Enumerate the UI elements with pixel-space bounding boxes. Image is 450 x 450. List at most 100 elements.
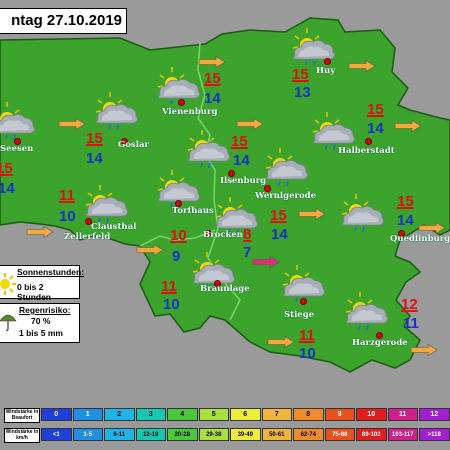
kmh-cell: >118 — [419, 428, 450, 441]
town-marker — [214, 280, 221, 287]
sun-cloud-rain-icon — [78, 183, 130, 224]
kmh-cell: <1 — [41, 428, 72, 441]
temp-max-goslar: 15 — [86, 130, 103, 147]
place-name-goslar: Goslar — [118, 140, 149, 150]
temp-max-wernigerode: 15 — [270, 207, 287, 224]
temp-min-brocken: 7 — [243, 244, 252, 261]
temp-min-harzgerode: 11 — [403, 315, 419, 332]
place-name-halberstadt: Halberstadt — [338, 146, 395, 156]
sunshine-legend: Sonnenstunden: 0 bis 2 Stunden — [0, 265, 84, 302]
wind-arrow-icon — [198, 56, 226, 68]
temp-min-clausthal: 10 — [59, 208, 76, 225]
temp-max-quedlinburg: 15 — [397, 193, 414, 210]
place-name-clausthal: Clausthal Zellerfeld — [64, 222, 137, 242]
town-marker — [398, 230, 405, 237]
kmh-cell: 103-117 — [387, 428, 418, 441]
rain-amount: 1 bis 5 mm — [19, 328, 63, 338]
umbrella-icon — [0, 314, 17, 331]
sun-cloud-rain-icon — [150, 168, 202, 209]
temp-max-seesen: 15 — [0, 160, 13, 177]
temp-min-halberstadt: 14 — [367, 120, 384, 137]
wind-arrow-icon — [410, 344, 438, 356]
beaufort-cell: 11 — [387, 408, 418, 421]
kmh-cell: 39-49 — [230, 428, 261, 441]
sun-cloud-rain-icon — [275, 263, 327, 304]
place-name-stiege: Stiege — [284, 310, 315, 320]
kmh-label: Windstärke in km/h — [4, 428, 40, 443]
forecast-title: ntag 27.10.2019 — [0, 8, 127, 34]
place-name-quedlinburg: Quedlinburg — [390, 234, 450, 244]
temp-min-vienenburg: 14 — [204, 90, 221, 107]
kmh-cell: 20-28 — [167, 428, 198, 441]
beaufort-cell: 7 — [261, 408, 292, 421]
temp-max-braunlage: 11 — [161, 278, 177, 295]
beaufort-cell: 5 — [198, 408, 229, 421]
place-name-vienenburg: Vienenburg — [162, 107, 218, 117]
wind-arrow-icon — [252, 256, 280, 268]
wind-scale-legend: Windstärke in Beaufort 0 1 2 3 4 5 6 7 8 9 10 11 12 … — [4, 404, 450, 446]
wind-arrow-icon — [348, 60, 376, 72]
wind-arrow-icon — [236, 118, 264, 130]
beaufort-cell: 9 — [324, 408, 355, 421]
sun-cloud-rain-icon — [208, 195, 260, 236]
temp-min-ilsenburg: 14 — [233, 152, 250, 169]
kmh-cell: 12-19 — [135, 428, 166, 441]
sunshine-label: Sonnenstunden: — [17, 267, 85, 277]
beaufort-cell: 3 — [135, 408, 166, 421]
state-border — [139, 229, 216, 247]
temp-max-torfhaus: 10 — [170, 227, 187, 244]
town-marker — [376, 332, 383, 339]
place-name-brocken: Brocken — [203, 230, 243, 240]
town-marker — [14, 138, 21, 145]
temp-max-clausthal: 11 — [59, 187, 75, 204]
temp-min-huy: 13 — [294, 84, 311, 101]
place-name-braunlage: Braunlage — [200, 284, 250, 294]
place-name-seesen: Seesen — [0, 144, 34, 154]
sun-cloud-rain-icon — [0, 100, 37, 141]
beaufort-cell: 1 — [72, 408, 103, 421]
town-marker — [264, 185, 271, 192]
place-name-huy: Huy — [316, 66, 336, 76]
temp-max-halberstadt: 15 — [367, 101, 384, 118]
sun-cloud-rain-icon — [88, 90, 140, 131]
town-marker — [178, 99, 185, 106]
temp-min-quedlinburg: 14 — [397, 212, 414, 229]
beaufort-cell: 8 — [293, 408, 324, 421]
town-marker — [324, 58, 331, 65]
town-marker — [205, 230, 212, 237]
sun-cloud-rain-icon — [180, 128, 232, 169]
wind-arrow-icon — [136, 244, 164, 256]
temp-max-harzgerode: 12 — [401, 296, 418, 313]
beaufort-cell: 10 — [356, 408, 387, 421]
kmh-cell: 50-61 — [261, 428, 292, 441]
town-marker — [175, 200, 182, 207]
beaufort-cell: 12 — [419, 408, 450, 421]
rain-legend: Regenrisiko: 70 % 1 bis 5 mm — [0, 303, 80, 343]
temp-min-stiege: 10 — [299, 345, 316, 362]
wind-arrow-icon — [418, 222, 446, 234]
kmh-cell: 75-88 — [324, 428, 355, 441]
beaufort-cell: 0 — [41, 408, 72, 421]
wind-arrow-icon — [394, 120, 422, 132]
kmh-cell: 6-11 — [104, 428, 135, 441]
kmh-cell: 29-38 — [198, 428, 229, 441]
rain-label: Regenrisiko: — [19, 305, 71, 315]
place-name-torfhaus: Torfhaus — [172, 206, 214, 216]
wind-arrow-icon — [267, 336, 295, 348]
kmh-cell: 1-5 — [72, 428, 103, 441]
temp-max-huy: 15 — [292, 66, 309, 83]
wind-arrow-icon — [58, 118, 86, 130]
beaufort-label: Windstärke in Beaufort — [4, 408, 40, 423]
place-name-wernigerode: Wernigerode — [255, 191, 316, 201]
rain-percent: 70 % — [31, 316, 51, 326]
kmh-cell: 62-74 — [293, 428, 324, 441]
town-marker — [228, 170, 235, 177]
beaufort-cell: 6 — [230, 408, 261, 421]
sunshine-value: 0 bis 2 Stunden — [17, 282, 51, 302]
beaufort-row: Windstärke in Beaufort 0 1 2 3 4 5 6 7 8 9 10 11 12 — [4, 408, 450, 423]
place-name-harzgerode: Harzgerode — [352, 338, 408, 348]
kmh-row: Windstärke in km/h <1 1-5 6-11 12-19 20-28 29… — [4, 428, 450, 443]
wind-arrow-icon — [298, 208, 326, 220]
temp-min-goslar: 14 — [86, 150, 103, 167]
sun-cloud-rain-icon — [185, 250, 237, 291]
